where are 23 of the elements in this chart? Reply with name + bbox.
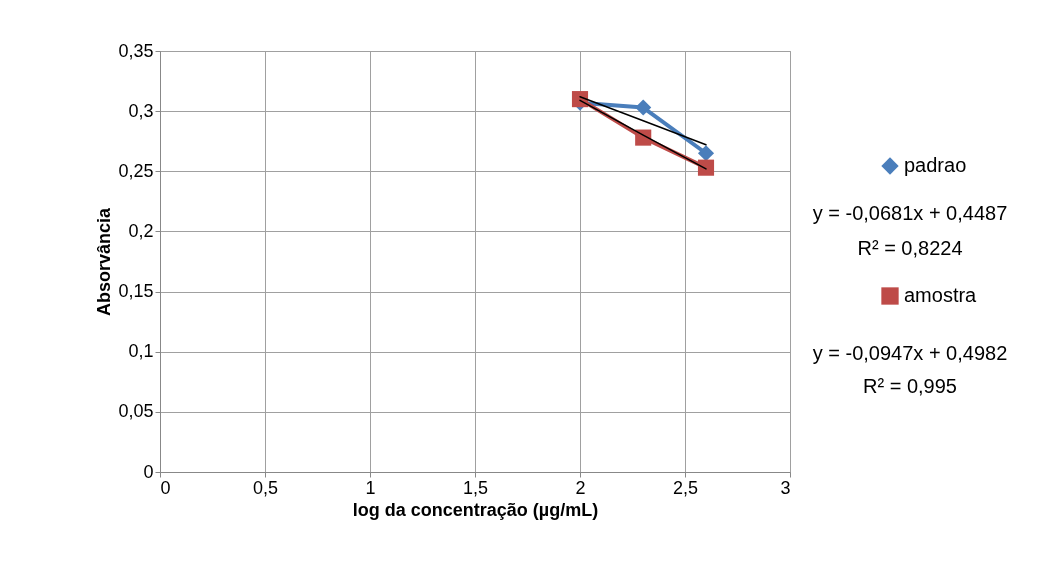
x-tick-label: 1: [365, 477, 376, 498]
y-tick-label: 0,15: [118, 281, 154, 302]
x-tick-label: 2: [575, 477, 586, 498]
x-tick-label: 0,5: [252, 477, 279, 498]
x-tick-label: 3: [780, 477, 791, 498]
x-tick-label: 1,5: [462, 477, 489, 498]
y-tick-label: 0,2: [128, 220, 154, 241]
y-axis-title: Absorvância: [94, 206, 115, 317]
y-tick-label: 0: [143, 461, 154, 482]
x-tick-label: 2,5: [672, 477, 699, 498]
legend-label: padrao: [904, 154, 967, 176]
y-tick-label: 0,3: [128, 100, 154, 121]
text: R² = 0,995: [863, 375, 957, 397]
x-tick-label: 0: [160, 477, 171, 498]
y-tick-label: 0,35: [118, 40, 154, 61]
y-tick-label: 0,05: [118, 401, 154, 422]
x-axis-title: log da concentração (µg/mL): [352, 499, 599, 520]
text: R² = 0,8224: [857, 237, 963, 259]
legend-label: amostra: [904, 284, 978, 306]
y-tick-label: 0,25: [118, 160, 154, 181]
text: y = -0,0681x + 0,4487: [812, 202, 1008, 224]
y-tick-label: 0,1: [128, 341, 154, 362]
text: y = -0,0947x + 0,4982: [812, 342, 1008, 364]
